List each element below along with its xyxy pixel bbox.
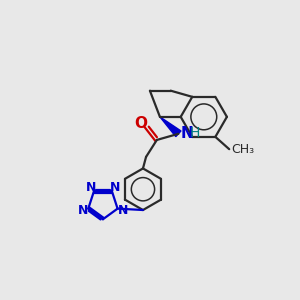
Text: N: N: [78, 204, 88, 217]
Text: O: O: [134, 116, 147, 131]
Text: N: N: [181, 126, 194, 141]
Text: N: N: [118, 204, 128, 217]
Text: CH₃: CH₃: [231, 143, 254, 156]
Text: N: N: [110, 181, 120, 194]
Text: H: H: [189, 126, 200, 140]
Polygon shape: [160, 117, 181, 136]
Text: N: N: [85, 181, 96, 194]
